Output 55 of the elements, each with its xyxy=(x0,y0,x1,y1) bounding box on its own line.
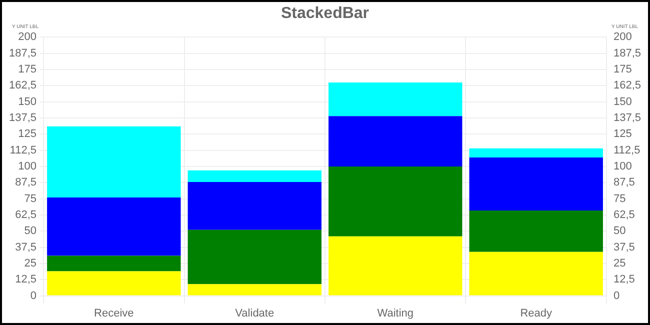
y-tick-label: 100 xyxy=(18,160,37,173)
bar xyxy=(328,236,462,296)
bar xyxy=(188,170,322,182)
x-tick-label: Receive xyxy=(94,307,134,320)
bar xyxy=(188,182,322,230)
y-tick-label: 0 xyxy=(30,290,37,302)
bar xyxy=(188,284,322,296)
chart-title: StackedBar xyxy=(280,5,370,22)
y2-tick-label: 12,5 xyxy=(613,274,635,286)
bar xyxy=(328,116,462,166)
bar xyxy=(469,210,603,252)
y-tick-label: 200 xyxy=(18,31,37,44)
y-tick-label: 175 xyxy=(18,64,37,76)
bar xyxy=(328,166,462,236)
bar xyxy=(47,271,181,296)
y2-tick-label: 125 xyxy=(613,128,632,140)
y2-tick-label: 50 xyxy=(613,225,626,238)
y-tick-label: 162,5 xyxy=(8,80,37,92)
y-tick-label: 150 xyxy=(18,96,37,108)
y2-tick-label: 25 xyxy=(613,258,626,270)
y2-tick-label: 37,5 xyxy=(613,241,635,254)
y2-tick-label: 87,5 xyxy=(613,176,635,189)
bar xyxy=(47,126,181,198)
y-tick-label: 12,5 xyxy=(15,274,37,286)
y2-tick-label: 187,5 xyxy=(613,47,642,60)
y2-tick-label: 137,5 xyxy=(613,112,642,124)
x-tick-label: Validate xyxy=(235,307,274,320)
bar xyxy=(469,252,603,296)
y2-tick-label: 112,5 xyxy=(613,144,640,156)
y-tick-label: 25 xyxy=(24,258,37,270)
y2-tick-label: 62,5 xyxy=(613,209,635,222)
y2-tick-label: 75 xyxy=(613,192,626,205)
y2-tick-label: 0 xyxy=(613,290,620,302)
y-tick-label: 62,5 xyxy=(15,209,37,222)
y2-tick-label: 162,5 xyxy=(613,80,642,92)
y2-tick-label: 100 xyxy=(613,160,632,173)
y2-tick-label: 200 xyxy=(613,31,632,44)
y2-tick-label: 175 xyxy=(613,64,632,76)
y-tick-label: 37,5 xyxy=(15,241,37,254)
bar xyxy=(188,230,322,284)
bar xyxy=(47,256,181,272)
y-tick-label: 50 xyxy=(24,225,37,238)
bar xyxy=(469,157,603,210)
bar xyxy=(47,198,181,256)
y2-tick-label: 150 xyxy=(613,96,632,108)
y-tick-label: 187,5 xyxy=(8,47,37,60)
x-tick-label: Waiting xyxy=(377,307,414,320)
y-tick-label: 112,5 xyxy=(10,144,37,156)
x-tick-label: Ready xyxy=(520,307,553,320)
y-tick-label: 75 xyxy=(24,192,37,205)
y-tick-label: 137,5 xyxy=(8,112,37,124)
bar xyxy=(328,82,462,116)
y-tick-label: 87,5 xyxy=(15,176,37,189)
bar xyxy=(469,148,603,158)
y-tick-label: 125 xyxy=(18,128,37,140)
